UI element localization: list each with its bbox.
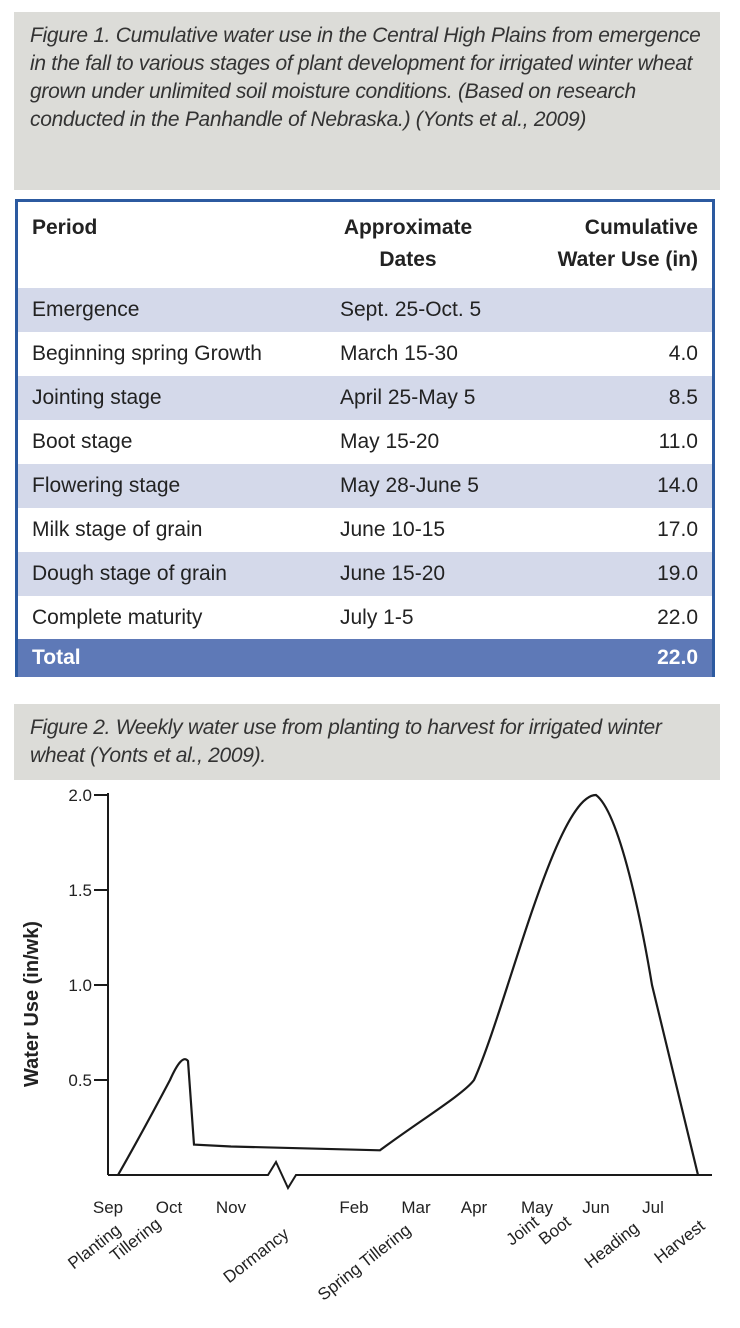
row-dates: June 15-20	[340, 562, 446, 585]
row-water-use: 14.0	[657, 474, 698, 497]
y-axis-label: Water Use (in/wk)	[21, 921, 43, 1087]
stage-label: Heading	[581, 1218, 643, 1272]
row-period: Flowering stage	[32, 474, 181, 497]
row-period: Boot stage	[32, 430, 133, 453]
total-label: Total	[32, 646, 81, 669]
row-water-use: 4.0	[668, 342, 698, 365]
table-row: Jointing stage April 25-May 5 8.5	[18, 376, 712, 420]
x-tick-label: Sep	[93, 1198, 123, 1217]
stage-label: Joint	[502, 1212, 542, 1249]
row-period: Jointing stage	[32, 386, 162, 409]
x-tick-label: Apr	[461, 1198, 488, 1217]
stage-label: Boot	[535, 1212, 574, 1249]
stage-label: Dormancy	[220, 1224, 293, 1287]
table-row: Complete maturity July 1-5 22.0	[18, 596, 712, 640]
row-period: Dough stage of grain	[32, 562, 227, 585]
water-use-chart: Water Use (in/wk) 0.5 1.0 1.5 2.0 Sep Oct Nov…	[21, 786, 712, 1304]
table-row: Emergence Sept. 25-Oct. 5	[18, 288, 712, 332]
total-row: Total 22.0	[18, 639, 712, 677]
header-water-line1: Cumulative	[584, 216, 698, 239]
x-tick-label: Jun	[582, 1198, 609, 1217]
row-dates: July 1-5	[340, 606, 414, 629]
row-dates: May 15-20	[340, 430, 440, 453]
stage-label: Harvest	[651, 1216, 709, 1267]
table-row: Dough stage of grain June 15-20 19.0	[18, 552, 712, 596]
row-water-use: 11.0	[658, 430, 698, 453]
y-tick-label: 0.5	[68, 1071, 92, 1090]
x-tick-label: Feb	[339, 1198, 368, 1217]
x-tick-label: Oct	[156, 1198, 183, 1217]
row-water-use: 8.5	[668, 386, 698, 409]
table-row: Boot stage May 15-20 11.0	[18, 420, 712, 464]
header-water-line2: Water Use (in)	[557, 248, 698, 271]
row-dates: March 15-30	[340, 342, 458, 365]
x-tick-label: Jul	[642, 1198, 664, 1217]
row-water-use: 19.0	[657, 562, 698, 585]
row-water-use: 22.0	[657, 606, 698, 629]
figure2-caption: Figure 2. Weekly water use from planting…	[14, 704, 720, 780]
row-dates: June 10-15	[340, 518, 446, 541]
stage-label: Spring Tillering	[314, 1220, 414, 1304]
table-header: Period Approximate Dates Cumulative Wate…	[18, 202, 712, 288]
total-value: 22.0	[657, 646, 698, 669]
row-water-use: 17.0	[657, 518, 698, 541]
x-tick-label: Nov	[216, 1198, 247, 1217]
header-period: Period	[32, 216, 98, 239]
row-period: Milk stage of grain	[32, 518, 203, 541]
row-period: Beginning spring Growth	[32, 342, 262, 365]
y-tick-label: 2.0	[68, 786, 92, 805]
y-tick-label: 1.5	[68, 881, 92, 900]
table-row: Flowering stage May 28-June 5 14.0	[18, 464, 712, 508]
water-use-table: Period Approximate Dates Cumulative Wate…	[15, 199, 715, 677]
x-axis-line	[108, 1159, 712, 1191]
water-use-curve	[117, 793, 700, 1176]
x-tick-label: Mar	[401, 1198, 431, 1217]
x-tick-label: May	[521, 1198, 554, 1217]
y-tick-label: 1.0	[68, 976, 92, 995]
table-row: Beginning spring Growth March 15-30 4.0	[18, 332, 712, 376]
header-dates-line2: Dates	[379, 248, 437, 271]
row-dates: April 25-May 5	[340, 386, 476, 409]
row-dates: Sept. 25-Oct. 5	[340, 298, 482, 321]
row-period: Complete maturity	[32, 606, 203, 629]
figure1-caption: Figure 1. Cumulative water use in the Ce…	[14, 12, 720, 190]
header-dates-line1: Approximate	[343, 216, 473, 239]
row-dates: May 28-June 5	[340, 474, 479, 497]
table-row: Milk stage of grain June 10-15 17.0	[18, 508, 712, 552]
row-period: Emergence	[32, 298, 140, 321]
